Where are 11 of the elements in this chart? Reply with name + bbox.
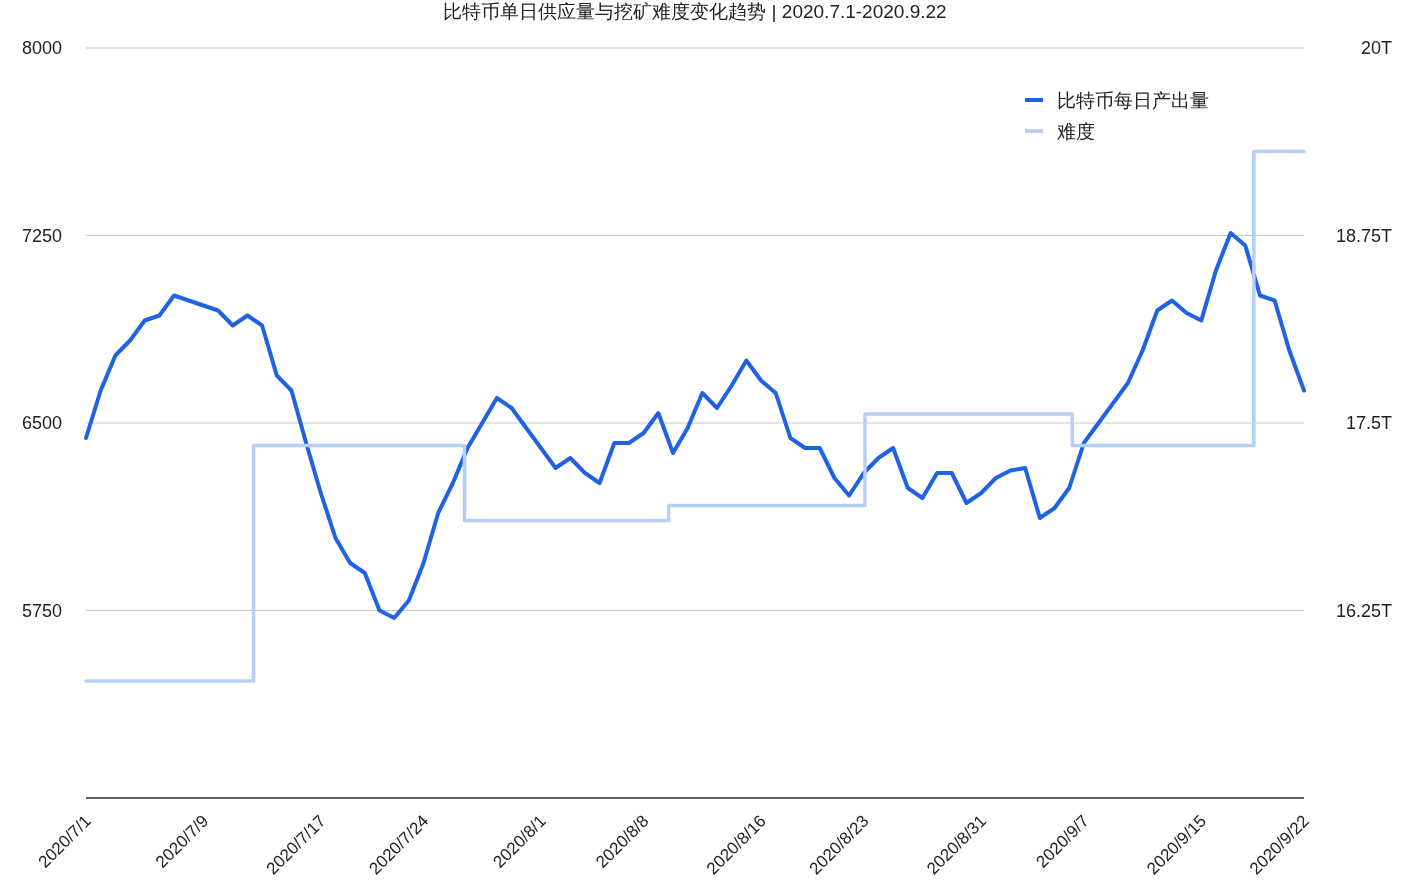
y2-tick-label: 18.75T	[1335, 225, 1392, 246]
y-tick-label: 6500	[21, 413, 62, 433]
y2-tick-label: 17.5T	[1345, 413, 1392, 433]
y2-tick-label: 16.25T	[1335, 600, 1392, 621]
y-tick-label: 7250	[21, 225, 62, 246]
y-tick-label: 8000	[21, 38, 62, 58]
chart-title: 比特币单日供应量与挖矿难度变化趋势 | 2020.7.1-2020.9.22	[443, 1, 947, 22]
y2-tick-label: 20T	[1360, 38, 1392, 58]
legend-label: 难度	[1056, 121, 1095, 142]
legend-label: 比特币每日产出量	[1057, 90, 1209, 111]
y-tick-label: 5750	[21, 600, 62, 621]
